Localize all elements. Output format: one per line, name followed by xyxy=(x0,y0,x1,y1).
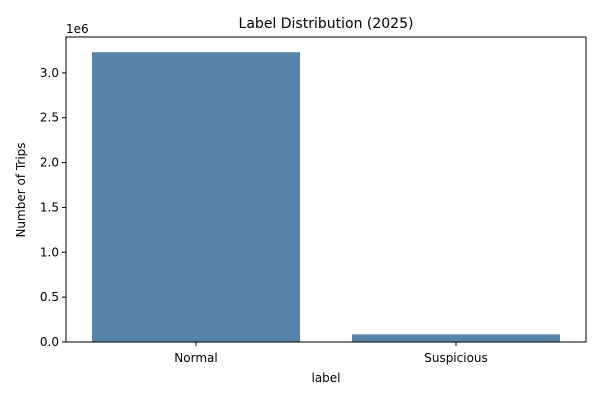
x-tick-label: Normal xyxy=(174,351,217,365)
y-tick-label: 0.0 xyxy=(40,335,59,349)
y-tick-label: 3.0 xyxy=(40,66,59,80)
y-tick-label: 2.5 xyxy=(40,111,59,125)
chart-title: Label Distribution (2025) xyxy=(239,16,414,32)
y-axis-label: Number of Trips xyxy=(14,142,28,237)
bars-layer xyxy=(92,52,560,342)
y-tick-label: 0.5 xyxy=(40,290,59,304)
y-offset-text: 1e6 xyxy=(66,22,89,36)
bar-normal xyxy=(92,52,300,342)
x-axis-ticks: Normal Suspicious xyxy=(174,342,488,365)
y-axis-ticks: 0.0 0.5 1.0 1.5 2.0 2.5 3.0 xyxy=(40,66,66,349)
x-axis-label: label xyxy=(311,371,340,385)
y-tick-label: 1.5 xyxy=(40,200,59,214)
y-tick-label: 1.0 xyxy=(40,245,59,259)
plot-frame xyxy=(65,36,587,343)
y-tick-label: 2.0 xyxy=(40,156,59,170)
bar-suspicious xyxy=(352,334,560,342)
x-tick-label: Suspicious xyxy=(424,351,488,365)
